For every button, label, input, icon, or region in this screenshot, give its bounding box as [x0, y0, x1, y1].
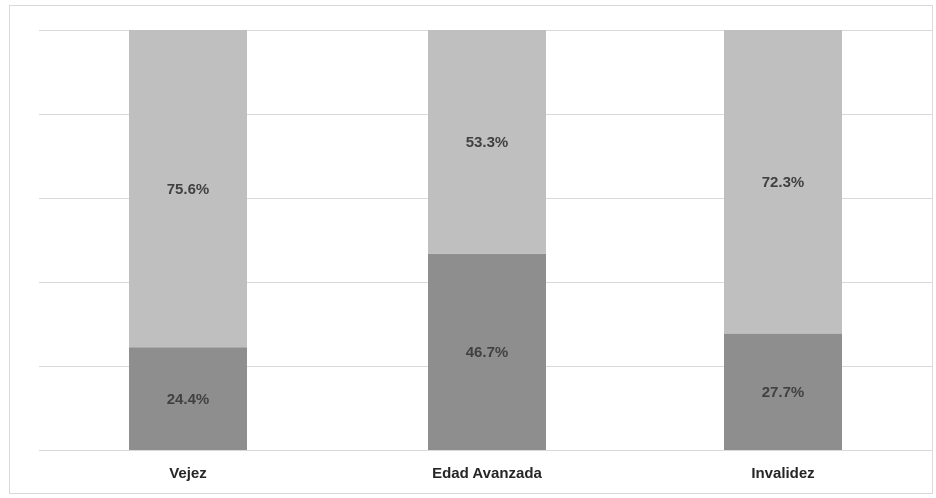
bar-segment-invalidez-1 — [724, 30, 842, 334]
bar-segment-invalidez-0 — [724, 333, 842, 450]
bar-segment-vejez-1 — [129, 30, 247, 348]
bar-segment-vejez-0 — [129, 347, 247, 450]
data-label: 46.7% — [466, 344, 509, 361]
bars — [129, 30, 842, 450]
chart-frame: 24.4% 75.6% 46.7% 53.3% 27.7% 72.3% Vejez Edad… — [9, 5, 933, 494]
category-labels: Vejez Edad Avanzada Invalidez — [169, 465, 814, 482]
data-label: 72.3% — [762, 174, 805, 191]
bar-segment-edad-avanzada-1 — [428, 30, 546, 254]
data-label: 27.7% — [762, 384, 805, 401]
category-label: Vejez — [169, 465, 207, 482]
bar-segment-edad-avanzada-0 — [428, 253, 546, 450]
category-label: Invalidez — [751, 465, 814, 482]
data-label: 24.4% — [167, 391, 210, 408]
data-labels: 24.4% 75.6% 46.7% 53.3% 27.7% 72.3% — [167, 134, 805, 408]
stacked-bar-chart: 24.4% 75.6% 46.7% 53.3% 27.7% 72.3% Vejez Edad… — [39, 30, 932, 482]
data-label: 75.6% — [167, 181, 210, 198]
data-label: 53.3% — [466, 134, 509, 151]
category-label: Edad Avanzada — [432, 465, 542, 482]
